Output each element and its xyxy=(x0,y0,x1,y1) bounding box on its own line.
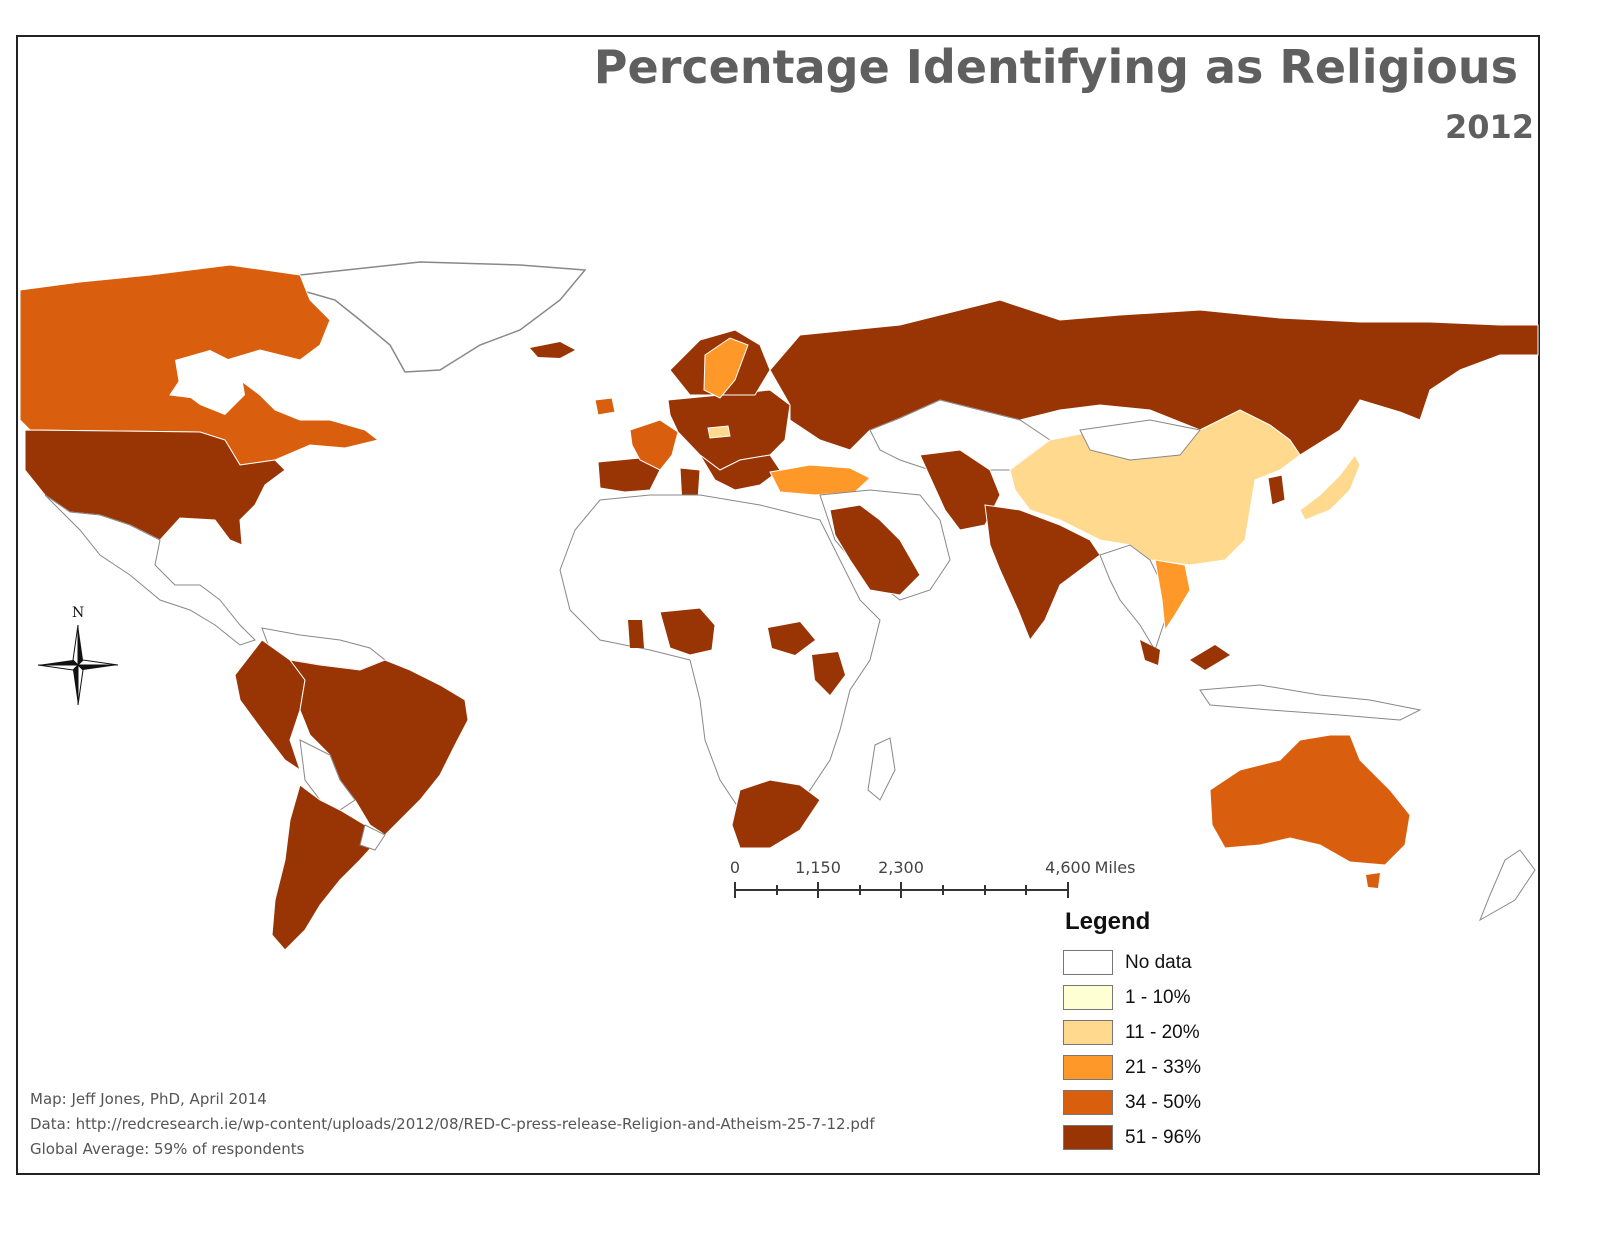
legend-label: 51 - 96% xyxy=(1125,1127,1202,1148)
map-subtitle: 2012 xyxy=(1444,108,1534,146)
vietnam xyxy=(1154,559,1191,632)
korea xyxy=(1267,474,1286,506)
legend-label: 11 - 20% xyxy=(1125,1022,1200,1043)
kenya xyxy=(812,652,845,695)
south-sudan xyxy=(768,622,815,655)
borneo-malaysia xyxy=(1190,645,1230,670)
scale-unit: Miles xyxy=(1094,858,1136,877)
mongolia xyxy=(1079,419,1201,461)
ghana xyxy=(628,620,644,648)
legend-swatch xyxy=(1063,1055,1113,1080)
credit-map: Map: Jeff Jones, PhD, April 2014 xyxy=(30,1090,267,1108)
indonesia xyxy=(1199,684,1422,721)
nigeria xyxy=(659,607,716,656)
uk-ireland xyxy=(594,397,616,416)
credit-data: Data: http://redcresearch.ie/wp-content/… xyxy=(30,1115,875,1133)
legend-label: 34 - 50% xyxy=(1125,1092,1202,1113)
map-title: Percentage Identifying as Religious xyxy=(593,40,1518,94)
bolivia xyxy=(299,739,356,811)
credit-average: Global Average: 59% of respondents xyxy=(30,1140,305,1158)
legend-title: Legend xyxy=(1065,908,1151,935)
australia xyxy=(1209,734,1411,866)
legend-swatch xyxy=(1063,1125,1113,1150)
brazil xyxy=(288,659,469,836)
madagascar xyxy=(867,737,896,801)
japan xyxy=(1299,454,1361,521)
scale-label-4600: 4,600 xyxy=(1045,858,1091,877)
greenland xyxy=(299,261,587,373)
malaysia xyxy=(1140,640,1160,665)
legend-label: 1 - 10% xyxy=(1125,987,1191,1008)
india xyxy=(984,504,1101,642)
legend-swatch xyxy=(1063,1020,1113,1045)
legend-label: 21 - 33% xyxy=(1125,1057,1202,1078)
north-label: N xyxy=(72,605,85,621)
czech xyxy=(707,425,731,439)
scale-label-0: 0 xyxy=(729,858,741,877)
scale-label-1150: 1,150 xyxy=(795,858,841,877)
scale-label-2300: 2,300 xyxy=(878,858,924,877)
south-africa xyxy=(731,779,821,849)
iceland xyxy=(530,342,575,358)
legend-swatch xyxy=(1063,950,1113,975)
hudson-bay xyxy=(175,350,245,415)
credits: Map: Jeff Jones, PhD, April 2014 Data: h… xyxy=(30,1087,875,1162)
saudi-arabia xyxy=(829,504,921,596)
france xyxy=(629,419,679,471)
uruguay xyxy=(359,824,386,851)
southeast-asia xyxy=(1099,544,1166,652)
legend-swatch xyxy=(1063,985,1113,1010)
legend-swatch xyxy=(1063,1090,1113,1115)
legend-label: No data xyxy=(1125,952,1192,973)
new-zealand xyxy=(1479,849,1536,922)
sweden xyxy=(703,337,749,399)
tasmania xyxy=(1366,873,1380,888)
mexico xyxy=(44,494,256,646)
scale-bar xyxy=(734,882,1069,898)
turkey xyxy=(769,464,871,496)
north-arrow-compass-rose-icon xyxy=(37,624,119,706)
argentina xyxy=(271,784,381,951)
